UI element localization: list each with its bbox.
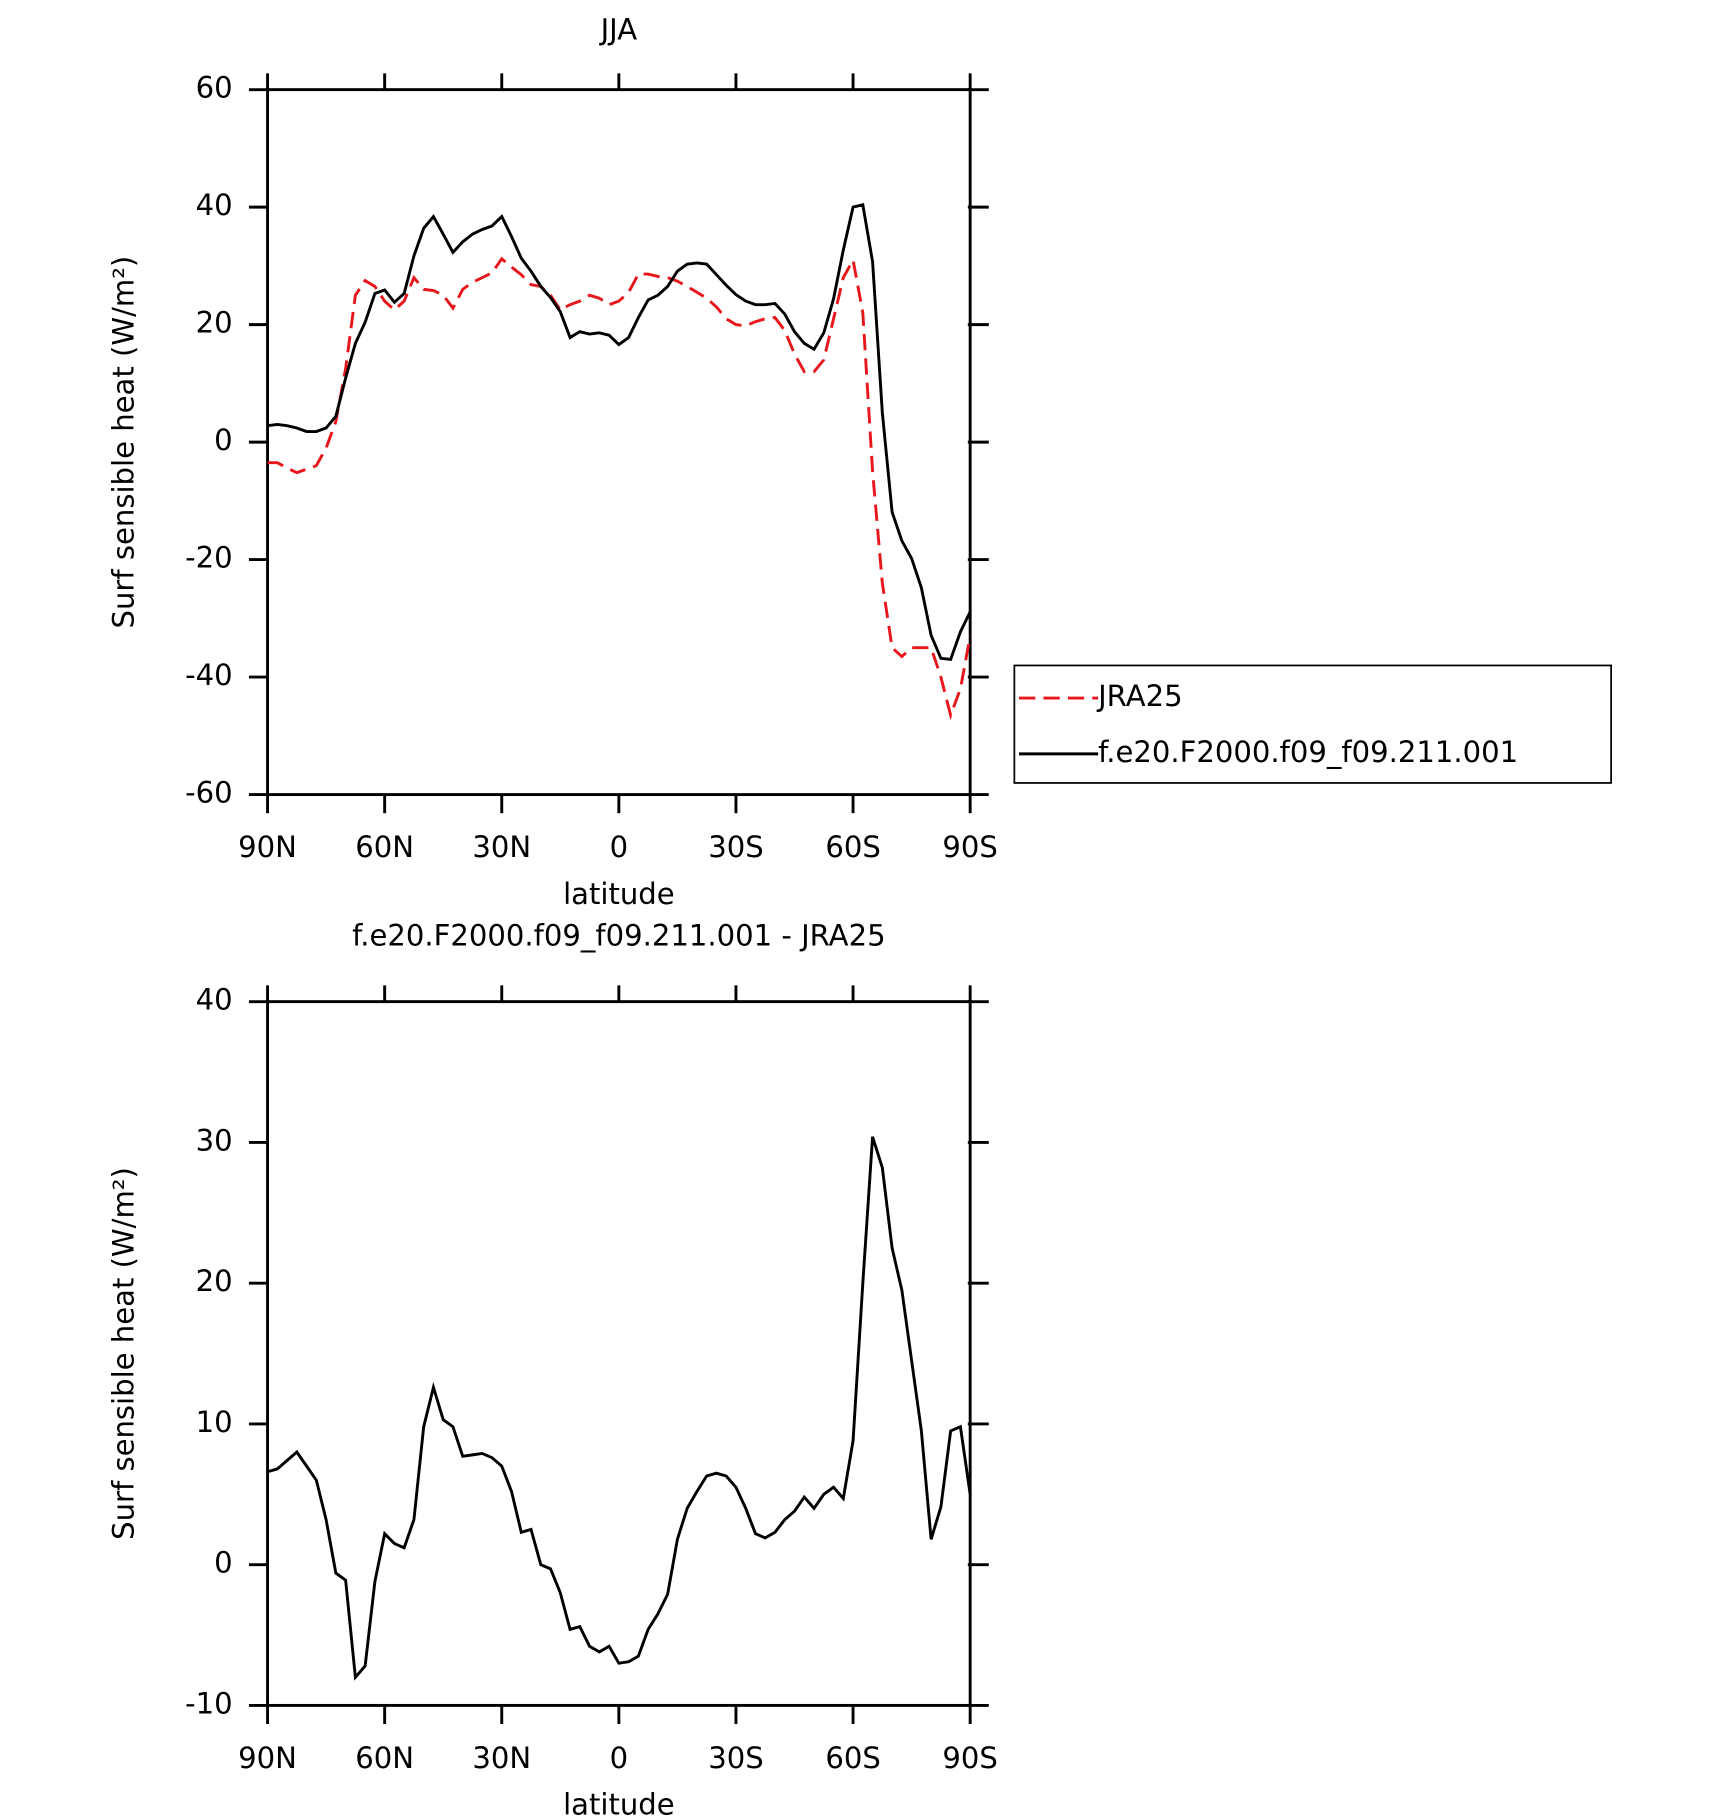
x-tick-label: 30S [708, 1741, 763, 1775]
y-tick-label: -20 [185, 541, 233, 575]
y-tick-label: 40 [196, 188, 233, 222]
y-axis-label: Surf sensible heat (W/m²) [107, 256, 141, 629]
x-tick-label: 30S [708, 830, 763, 864]
legend-label: JRA25 [1096, 679, 1183, 713]
plot-frame [266, 88, 972, 797]
series-line [267, 203, 972, 662]
y-tick-label: 0 [214, 423, 233, 457]
x-tick-label: 90N [238, 830, 297, 864]
series-line [267, 1136, 972, 1681]
series-line [267, 255, 972, 721]
y-tick-label: -40 [185, 658, 233, 692]
y-tick-label: 10 [196, 1405, 233, 1439]
y-tick-label: 0 [214, 1546, 233, 1580]
y-tick-label: 60 [196, 71, 233, 105]
x-tick-label: 90S [942, 1741, 997, 1775]
x-tick-label: 90N [238, 1741, 297, 1775]
y-tick-label: 40 [196, 983, 233, 1017]
y-tick-label: -10 [185, 1686, 233, 1720]
x-tick-label: 60S [825, 1741, 880, 1775]
y-axis-label: Surf sensible heat (W/m²) [107, 1167, 141, 1540]
x-tick-label: 0 [610, 1741, 629, 1775]
y-tick-label: 20 [196, 306, 233, 340]
legend-box [1013, 664, 1612, 784]
x-tick-label: 60N [355, 1741, 414, 1775]
x-tick-label: 90S [942, 830, 997, 864]
y-tick-label: -60 [185, 776, 233, 810]
legend-label: f.e20.F2000.f09_f09.211.001 [1098, 735, 1518, 769]
x-tick-label: 60S [825, 830, 880, 864]
x-axis-label: latitude [563, 1788, 675, 1816]
x-tick-label: 30N [472, 1741, 531, 1775]
chart-title: f.e20.F2000.f09_f09.211.001 - JRA25 [352, 919, 885, 953]
x-tick-label: 30N [472, 830, 531, 864]
x-tick-label: 0 [610, 830, 629, 864]
chart-title: JJA [599, 12, 638, 46]
x-axis-label: latitude [563, 877, 675, 911]
x-tick-label: 60N [355, 830, 414, 864]
y-tick-label: 20 [196, 1264, 233, 1298]
y-tick-label: 30 [196, 1123, 233, 1157]
